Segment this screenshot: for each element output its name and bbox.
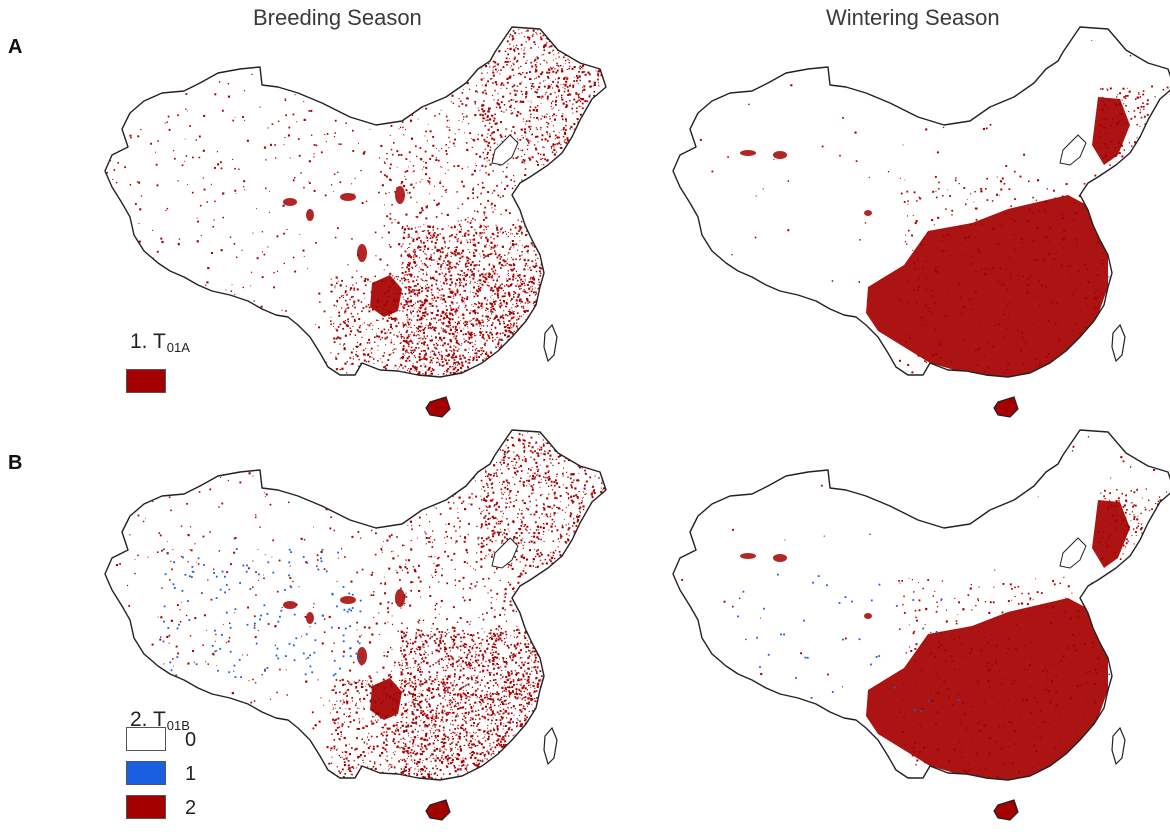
map-b-breeding [104, 429, 607, 821]
panel-b-label: B [8, 452, 23, 474]
legend-b-label-class-0: 0 [185, 729, 197, 751]
legend-b-swatch-class-1 [126, 761, 166, 785]
legend-b-title: 2. T01B [130, 708, 190, 733]
legend-a-swatch-class-2 [126, 369, 166, 393]
map-b-wintering [672, 429, 1170, 821]
panel-a-label: A [8, 36, 23, 58]
legend-b-swatch-class-0 [126, 727, 166, 751]
breeding-season-title: Breeding Season [253, 5, 422, 30]
legend-b-swatch-class-2 [126, 795, 166, 819]
legend-b-label-class-2: 2 [185, 797, 197, 819]
legend-b-label-class-1: 1 [185, 763, 197, 785]
map-a-wintering [672, 26, 1170, 418]
legend-a-title: 1. T01A [130, 330, 190, 355]
map-a-breeding [104, 26, 607, 418]
wintering-season-title: Wintering Season [826, 5, 1000, 30]
